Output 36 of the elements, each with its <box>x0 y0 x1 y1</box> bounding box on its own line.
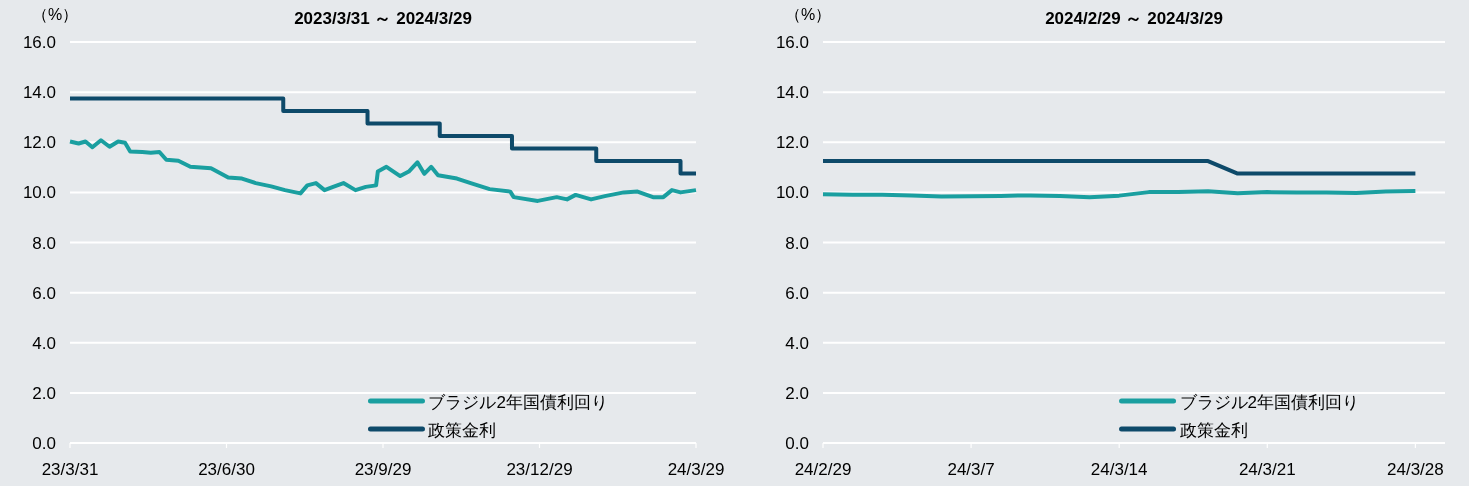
y-tick-label: 4.0 <box>785 333 809 353</box>
y-tick-label: 2.0 <box>32 383 56 403</box>
y-tick-label: 16.0 <box>775 33 809 52</box>
x-tick-label: 24/3/21 <box>1238 460 1296 479</box>
y-tick-label: 8.0 <box>32 233 56 253</box>
y-tick-label: 12.0 <box>775 133 809 153</box>
x-tick-label: 23/12/29 <box>506 460 573 479</box>
x-tick-label: 23/9/29 <box>354 460 412 479</box>
y-tick-label: 16.0 <box>22 33 56 52</box>
y-tick-label: 6.0 <box>785 283 809 303</box>
y-tick-label: 0.0 <box>32 434 56 453</box>
x-tick-label: 23/3/31 <box>41 460 99 479</box>
y-tick-label: 12.0 <box>22 133 56 153</box>
x-tick-label: 24/2/29 <box>794 460 852 479</box>
chart-title: 2024/2/29 ～ 2024/3/29 <box>1045 9 1223 28</box>
y-axis-title: （%） <box>785 6 832 23</box>
legend-label: ブラジル2年国債利回り <box>428 393 608 412</box>
legend-label: ブラジル2年国債利回り <box>1179 393 1360 412</box>
chart-title: 2023/3/31 ～ 2024/3/29 <box>294 9 472 28</box>
x-tick-label: 24/3/29 <box>667 460 725 479</box>
x-tick-label: 24/3/7 <box>947 460 995 479</box>
y-tick-label: 6.0 <box>32 283 56 303</box>
y-tick-label: 10.0 <box>22 183 56 203</box>
y-axis-title: （%） <box>32 6 79 23</box>
x-tick-label: 24/3/14 <box>1090 460 1148 479</box>
y-tick-label: 2.0 <box>785 383 809 403</box>
legend-label: 政策金利 <box>1179 421 1248 440</box>
y-tick-label: 14.0 <box>775 83 809 103</box>
y-tick-label: 10.0 <box>775 183 809 203</box>
legend-label: 政策金利 <box>428 421 497 440</box>
x-tick-label: 23/6/30 <box>198 460 255 479</box>
y-tick-label: 14.0 <box>22 83 56 103</box>
y-tick-label: 4.0 <box>32 333 56 353</box>
y-tick-label: 0.0 <box>785 434 809 453</box>
y-tick-label: 8.0 <box>785 233 809 253</box>
x-tick-label: 24/3/28 <box>1387 460 1444 479</box>
